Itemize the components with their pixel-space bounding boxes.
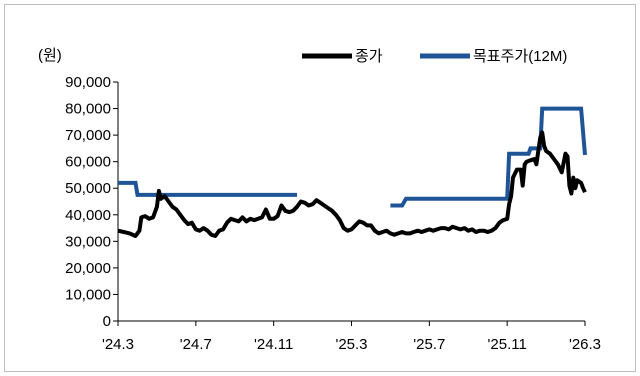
y-tick-label: 70,000 — [65, 127, 111, 144]
y-unit-label: (원) — [38, 47, 62, 64]
y-tick-label: 60,000 — [65, 154, 111, 171]
y-tick-label: 20,000 — [65, 260, 111, 277]
chart-frame — [4, 4, 636, 372]
legend-label-close: 종가 — [355, 48, 383, 65]
y-tick-label: 40,000 — [65, 207, 111, 224]
y-tick-label: 30,000 — [65, 233, 111, 250]
y-tick-label: 0 — [103, 313, 111, 330]
y-tick-label: 10,000 — [65, 286, 111, 303]
legend: 종가 목표주가(12M) — [302, 48, 567, 65]
y-tick-label: 80,000 — [65, 101, 111, 118]
y-axis: 90,000 80,000 70,000 60,000 50,000 40,000 30,0… — [65, 74, 119, 330]
x-axis: '24.3 '24.7 '24.11 '25.3 '25.7 '25.11 '26.3 — [102, 320, 601, 353]
x-tick-label: '25.3 — [335, 336, 367, 353]
y-tick-label: 50,000 — [65, 180, 111, 197]
x-tick-label: '24.11 — [254, 336, 293, 353]
x-tick-label: '26.3 — [569, 336, 601, 353]
x-tick-label: '25.7 — [413, 336, 445, 353]
closing-price-line — [117, 130, 587, 238]
target-price-line — [390, 106, 587, 208]
x-tick-label: '24.3 — [102, 336, 134, 353]
y-tick-label: 90,000 — [65, 74, 111, 91]
target-price-line — [118, 180, 297, 197]
x-tick-label: '24.7 — [180, 336, 212, 353]
series-group — [117, 106, 587, 238]
legend-label-target: 목표주가(12M) — [473, 48, 567, 65]
x-tick-label: '25.11 — [488, 336, 527, 353]
